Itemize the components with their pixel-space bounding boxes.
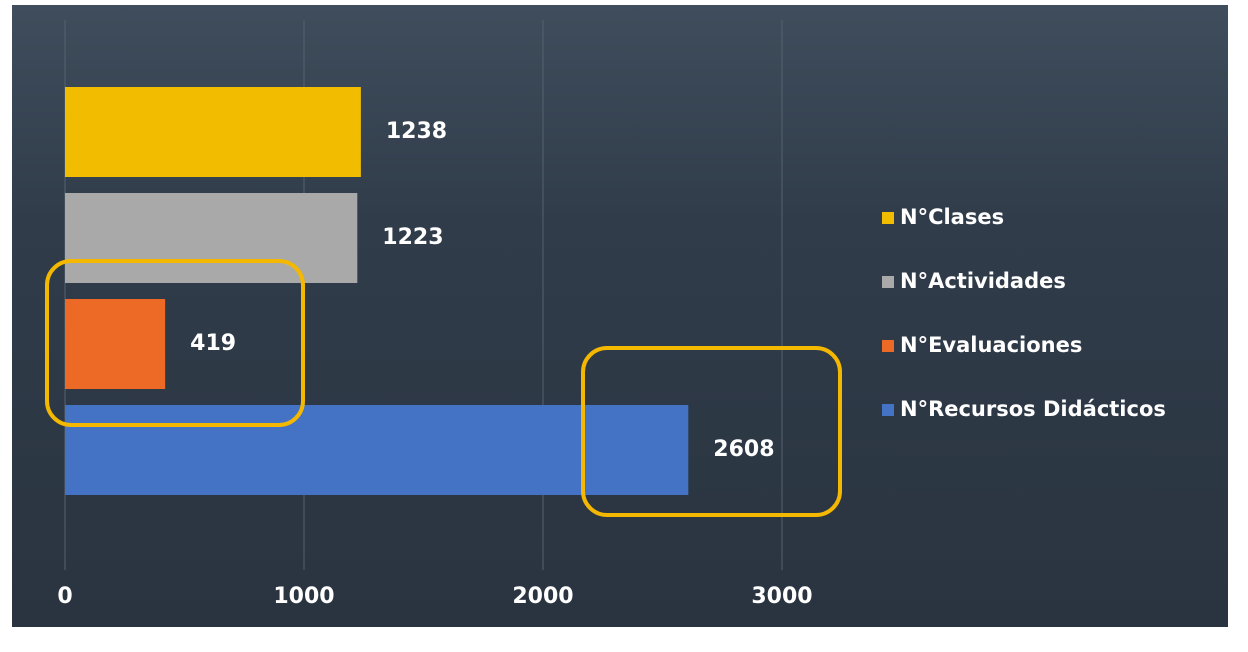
value-label: 1238 bbox=[386, 119, 447, 144]
legend-label: N°Actividades bbox=[900, 269, 1066, 293]
highlight-box bbox=[581, 346, 842, 517]
legend-label: N°Recursos Didácticos bbox=[900, 397, 1166, 421]
bar bbox=[65, 193, 358, 283]
legend-swatch bbox=[882, 404, 894, 416]
x-tick-label: 3000 bbox=[751, 584, 812, 609]
bar bbox=[65, 299, 166, 389]
legend-swatch bbox=[882, 340, 894, 352]
legend-swatch bbox=[882, 212, 894, 224]
bar bbox=[65, 87, 361, 177]
plot: 0 1000 2000 3000 1238 N°Clases 1223 N°Actividad… bbox=[57, 20, 1166, 609]
x-tick-label: 0 bbox=[57, 584, 72, 609]
value-label: 419 bbox=[190, 331, 236, 356]
bar bbox=[65, 405, 689, 495]
legend-swatch bbox=[882, 276, 894, 288]
legend-label: N°Clases bbox=[900, 205, 1004, 229]
x-tick-label: 1000 bbox=[273, 584, 334, 609]
value-label: 2608 bbox=[713, 437, 774, 462]
x-tick-label: 2000 bbox=[512, 584, 573, 609]
value-label: 1223 bbox=[382, 225, 443, 250]
legend-label: N°Evaluaciones bbox=[900, 333, 1082, 357]
highlight-box bbox=[45, 259, 305, 427]
